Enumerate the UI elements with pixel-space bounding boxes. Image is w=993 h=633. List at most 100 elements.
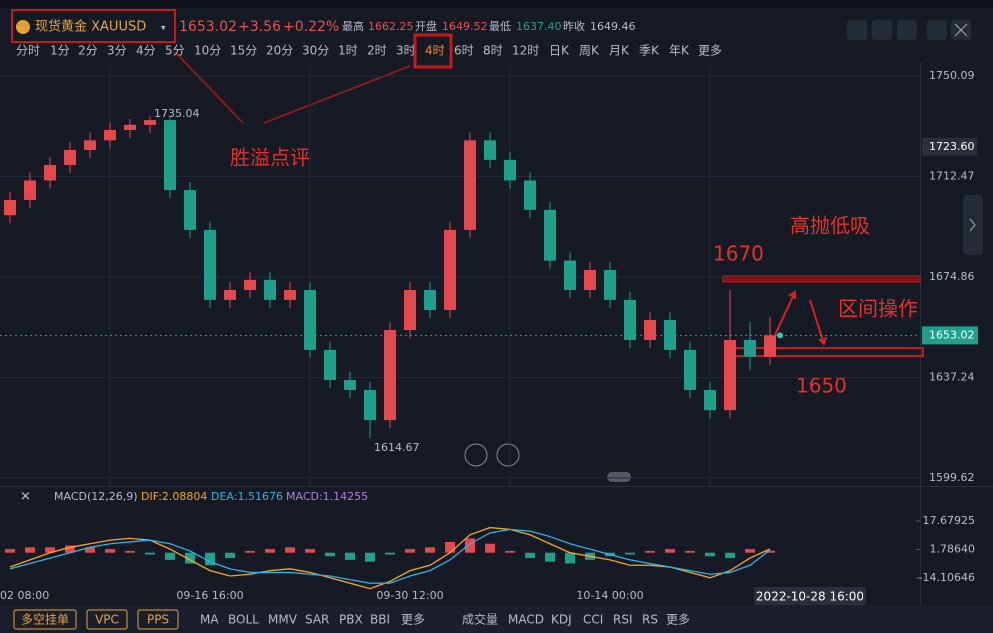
timeframe[interactable]: 20分 [266, 44, 293, 58]
candle-body [164, 120, 176, 191]
y-tick-label: 1712.47 [929, 170, 975, 183]
timeframe[interactable]: 周K [579, 44, 600, 58]
timeframe[interactable]: 15分 [230, 44, 257, 58]
dif-line [9, 526, 771, 590]
candle-body [184, 190, 196, 230]
candle-body [364, 389, 376, 421]
last-price-label: 1653.02 [929, 328, 975, 341]
side-arrow [969, 218, 976, 232]
macd-bar [185, 552, 195, 564]
candle-body [644, 319, 656, 340]
crosshair-time-box [754, 587, 866, 605]
main-indicator[interactable]: MA [200, 613, 219, 627]
timeframe[interactable]: 10分 [194, 44, 221, 58]
candle-body [484, 140, 496, 160]
next-button[interactable] [496, 443, 520, 467]
macd-bar [525, 552, 535, 559]
timeframe[interactable]: 30分 [302, 44, 329, 58]
timeframe[interactable]: 2时 [367, 44, 387, 58]
macd-bar [305, 549, 315, 553]
crosshair-price: 1723.60 [929, 140, 975, 153]
timeframe[interactable]: 3时 [396, 44, 416, 58]
timeframe[interactable]: 季K [639, 44, 660, 58]
timeframe[interactable]: 年K [669, 44, 690, 58]
prev-button[interactable] [464, 443, 488, 467]
macd-bar [285, 547, 295, 553]
macd-bar [645, 550, 655, 553]
dea-line [9, 528, 771, 584]
macd-close[interactable]: ✕ [20, 490, 31, 505]
timeframe[interactable]: 日K [549, 44, 570, 58]
toolbar-button[interactable] [13, 609, 77, 630]
macd-label: MACD:1.14255 [286, 490, 368, 503]
dif-label: DIF:2.08804 [141, 490, 207, 503]
toolbar-button-label[interactable]: 多空挂单 [21, 613, 69, 627]
timeframe[interactable]: 12时 [512, 44, 539, 58]
macd-bar [665, 549, 675, 553]
macd-bar [385, 552, 395, 555]
y-tick-label: 1637.24 [929, 371, 975, 384]
sub-indicator[interactable]: RS [642, 613, 658, 627]
prev-label: 昨收 [563, 19, 585, 33]
timeframe[interactable]: 3分 [107, 44, 127, 58]
symbol-dropdown[interactable]: ▾ [161, 24, 166, 34]
candle-body [624, 299, 636, 340]
symbol[interactable]: 现货黄金 XAUUSD [35, 19, 146, 35]
toolbar-button-label[interactable]: VPC [95, 613, 119, 627]
candle-body [604, 269, 616, 300]
candle-body [224, 290, 236, 300]
candle-body [544, 209, 556, 261]
scroll-handle[interactable] [607, 472, 631, 482]
side-toggle[interactable] [963, 195, 983, 255]
tool-button[interactable] [927, 20, 947, 40]
prev: 1649.46 [590, 20, 636, 33]
sub-indicator[interactable]: 成交量 [462, 612, 498, 627]
timeframe[interactable]: 更多 [698, 44, 722, 58]
tool-button[interactable] [847, 20, 867, 40]
sub-indicator[interactable]: MACD [508, 613, 544, 627]
macd-bar [725, 552, 735, 559]
main-indicator[interactable]: MMV [268, 613, 298, 627]
timeframe[interactable]: 8时 [483, 44, 503, 58]
timeframe[interactable]: 2分 [78, 44, 98, 58]
main-indicator[interactable]: BOLL [228, 613, 259, 627]
main-indicator[interactable]: 更多 [401, 613, 425, 627]
candle-body [444, 229, 456, 311]
price-axis-border [920, 62, 921, 605]
timeframe[interactable]: 5分 [165, 44, 185, 58]
timeframe[interactable]: 1时 [338, 44, 358, 58]
candle-body [404, 290, 416, 331]
macd-bar [265, 549, 275, 553]
timeframe[interactable]: 6时 [454, 44, 474, 58]
timeframe[interactable]: 4分 [136, 44, 156, 58]
main-indicator[interactable]: BBI [370, 613, 390, 627]
macd-bar [365, 552, 375, 562]
last-price-box [922, 326, 978, 345]
main-indicator[interactable]: SAR [305, 613, 329, 627]
upper-band [722, 275, 921, 283]
toolbar-button[interactable] [86, 609, 128, 630]
macd-bar [405, 549, 415, 553]
sub-indicator[interactable]: 更多 [666, 613, 690, 627]
toolbar-button-label[interactable]: PPS [147, 613, 169, 627]
timeframe[interactable]: 1分 [50, 44, 70, 58]
toolbar-button[interactable] [137, 609, 179, 630]
y-tick-label: 1750.09 [929, 69, 975, 82]
macd-bar [145, 552, 155, 555]
nav-buttons [464, 443, 631, 482]
sub-indicator[interactable]: KDJ [551, 613, 572, 627]
tool-button[interactable] [897, 20, 917, 40]
tool-button[interactable] [872, 20, 892, 40]
macd-bar [25, 547, 35, 553]
macd-bar [745, 549, 755, 553]
timeframe[interactable]: 月K [609, 44, 630, 58]
sub-indicator[interactable]: CCI [583, 613, 603, 627]
symbol-highlight [11, 9, 176, 43]
timeframe[interactable]: 分时 [16, 44, 40, 58]
sub-indicator[interactable]: RSI [613, 613, 633, 627]
main-indicator[interactable]: PBX [339, 613, 363, 627]
timeframe[interactable]: 4时 [425, 44, 445, 58]
candle-body [24, 180, 36, 200]
candle-body [244, 279, 256, 291]
x-tick-label: 09-30 12:00 [376, 589, 443, 602]
